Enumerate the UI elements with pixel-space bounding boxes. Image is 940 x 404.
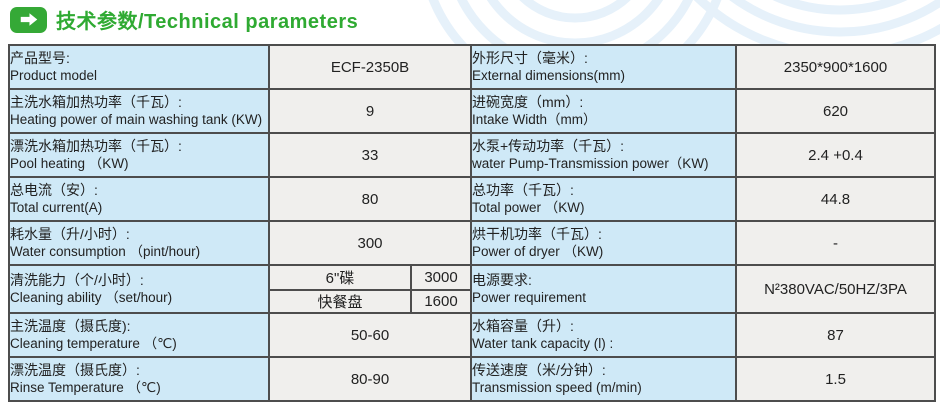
param-value-water-consumption: 300 [268, 220, 472, 266]
param-label-transmission-speed: 传送速度（米/分钟）: Transmission speed (m/min) [470, 356, 737, 402]
arrow-right-icon [10, 6, 47, 33]
cleaning-sub-item: 快餐盘 [271, 289, 410, 311]
param-value-transmission-speed: 1.5 [735, 356, 936, 402]
table-row: 漂洗水箱加热功率（千瓦）: Pool heating （KW) 33 水泵+传动… [8, 132, 936, 178]
param-label-cleaning-temperature: 主洗温度（摄氏度): Cleaning temperature （℃) [8, 312, 270, 358]
param-value-pool-heating: 33 [268, 132, 472, 178]
table-row: 总电流（安）: Total current(A) 80 总功率（千瓦）: Tot… [8, 176, 936, 222]
param-label-total-current: 总电流（安）: Total current(A) [8, 176, 270, 222]
section-header: 技术参数/Technical parameters [10, 5, 358, 34]
page-title: 技术参数/Technical parameters [56, 11, 359, 33]
technical-parameters-table: 产品型号: Product model ECF-2350B 外形尺寸（毫米）: … [8, 44, 936, 402]
table-row: 主洗水箱加热功率（千瓦）: Heating power of main wash… [8, 88, 936, 134]
param-value-intake-width: 620 [735, 88, 936, 134]
param-label-product-model: 产品型号: Product model [8, 44, 270, 90]
param-label-cleaning-ability: 清洗能力（个/小时）: Cleaning ability （set/hour) [8, 264, 270, 314]
param-value-total-current: 80 [268, 176, 472, 222]
param-value-power-requirement: N²380VAC/50HZ/3PA [735, 264, 936, 314]
cleaning-ability-subtable: 6"碟 3000 快餐盘 1600 [268, 264, 472, 314]
param-label-power-requirement: 电源要求: Power requirement [470, 264, 737, 314]
cleaning-sub-value: 3000 [410, 267, 469, 289]
param-value-rinse-temperature: 80-90 [268, 356, 472, 402]
param-value-pump-transmission-power: 2.4 +0.4 [735, 132, 936, 178]
cleaning-sub-item: 6"碟 [325, 270, 355, 287]
param-label-intake-width: 进碗宽度（mm）: Intake Width（mm） [470, 88, 737, 134]
param-value-product-model: ECF-2350B [268, 44, 472, 90]
table-row: 主洗温度（摄氏度): Cleaning temperature （℃) 50-6… [8, 312, 936, 358]
param-value-cleaning-temperature: 50-60 [268, 312, 472, 358]
param-label-water-consumption: 耗水量（升/小时）: Water consumption （pint/hour) [8, 220, 270, 266]
param-value-external-dimensions: 2350*900*1600 [735, 44, 936, 90]
table-row: 漂洗温度（摄氏度）: Rinse Temperature （℃) 80-90 传… [8, 356, 936, 402]
param-label-dryer-power: 烘干机功率（千瓦）: Power of dryer （KW) [470, 220, 737, 266]
table-row: 清洗能力（个/小时）: Cleaning ability （set/hour) … [8, 264, 936, 314]
param-label-heating-power: 主洗水箱加热功率（千瓦）: Heating power of main wash… [8, 88, 270, 134]
param-value-water-tank-capacity: 87 [735, 312, 936, 358]
cleaning-sub-value: 1600 [410, 289, 469, 311]
table-row: 耗水量（升/小时）: Water consumption （pint/hour)… [8, 220, 936, 266]
param-label-pump-transmission-power: 水泵+传动功率（千瓦）: water Pump-Transmission pow… [470, 132, 737, 178]
param-label-pool-heating: 漂洗水箱加热功率（千瓦）: Pool heating （KW) [8, 132, 270, 178]
table-row: 产品型号: Product model ECF-2350B 外形尺寸（毫米）: … [8, 44, 936, 90]
param-label-external-dimensions: 外形尺寸（毫米）: External dimensions(mm) [470, 44, 737, 90]
param-label-water-tank-capacity: 水箱容量（升）: Water tank capacity (l) : [470, 312, 737, 358]
param-value-heating-power: 9 [268, 88, 472, 134]
param-value-total-power: 44.8 [735, 176, 936, 222]
param-label-total-power: 总功率（千瓦）: Total power （KW) [470, 176, 737, 222]
param-label-rinse-temperature: 漂洗温度（摄氏度）: Rinse Temperature （℃) [8, 356, 270, 402]
param-value-dryer-power: - [735, 220, 936, 266]
